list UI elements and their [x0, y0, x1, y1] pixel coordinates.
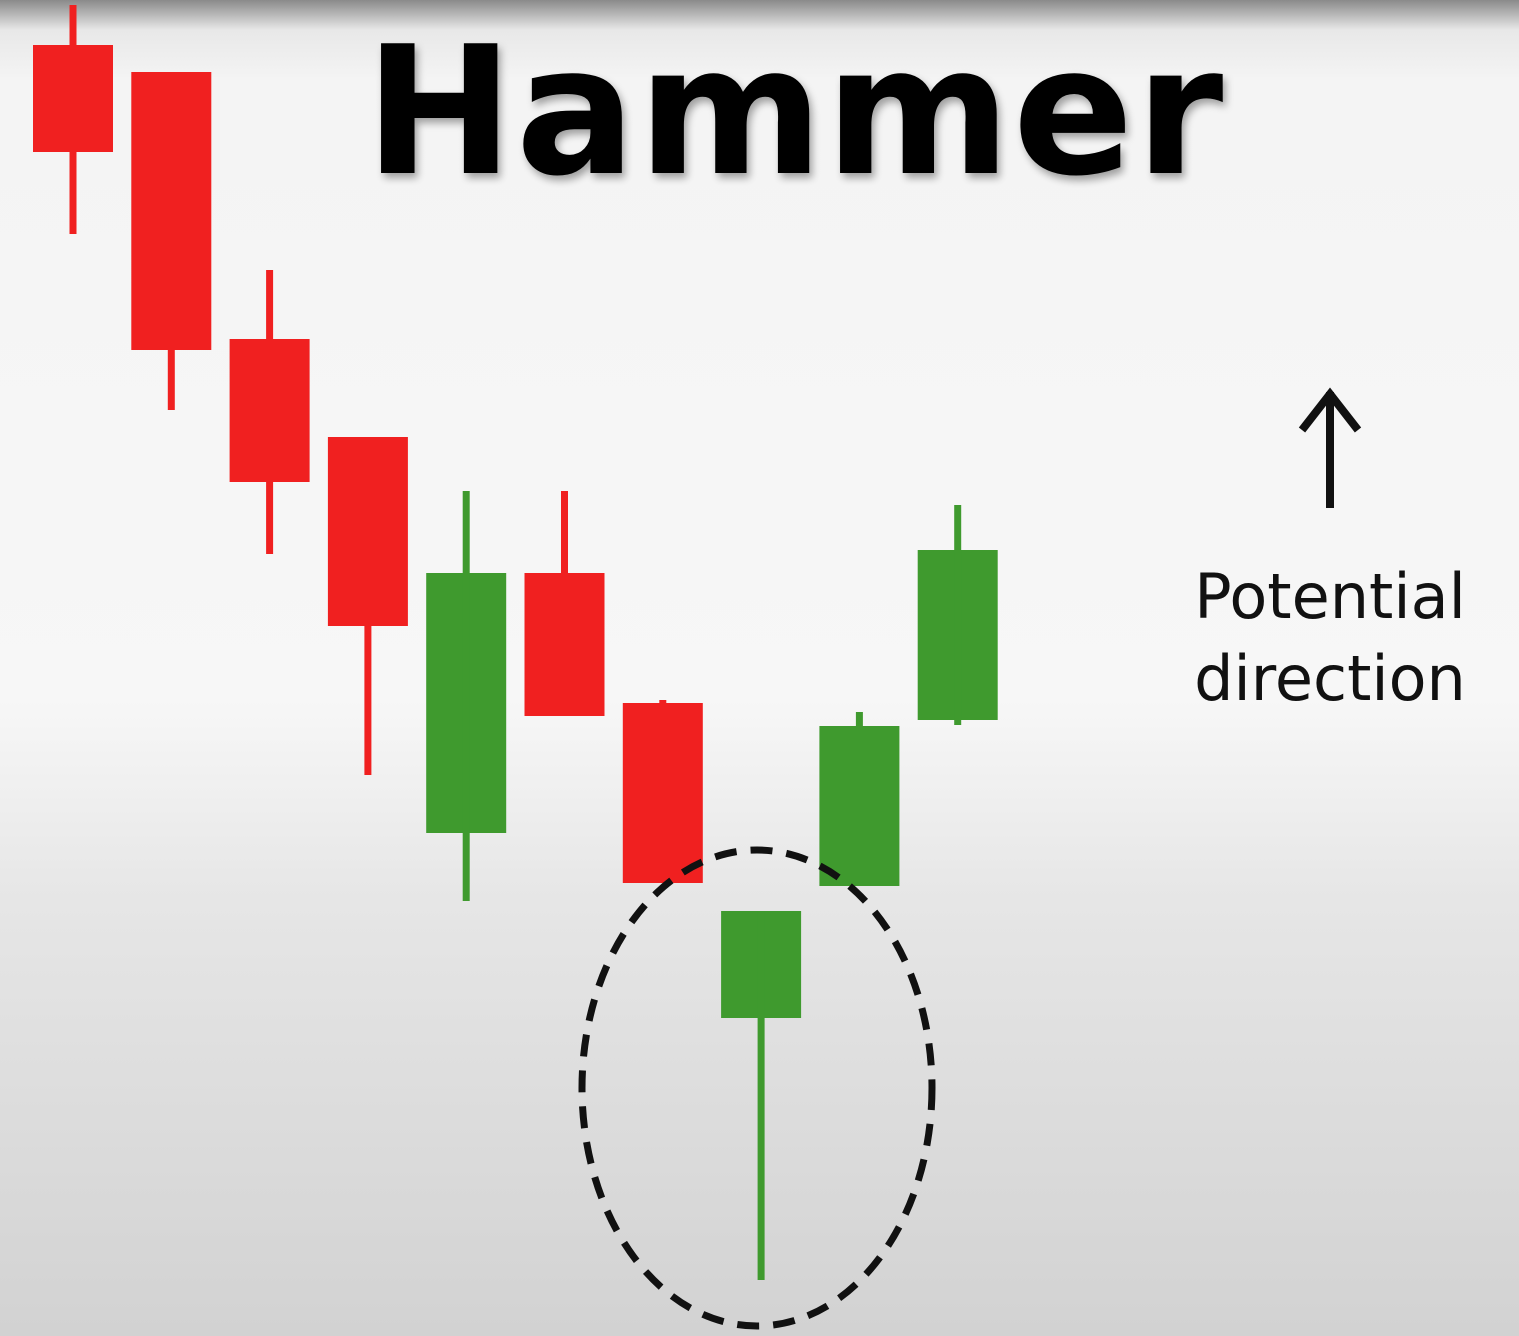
highlight-ellipse	[578, 846, 936, 1330]
arrow-head	[1298, 387, 1362, 433]
annotation: Potential direction	[1194, 560, 1466, 715]
chart-title: Hammer	[364, 8, 1226, 215]
